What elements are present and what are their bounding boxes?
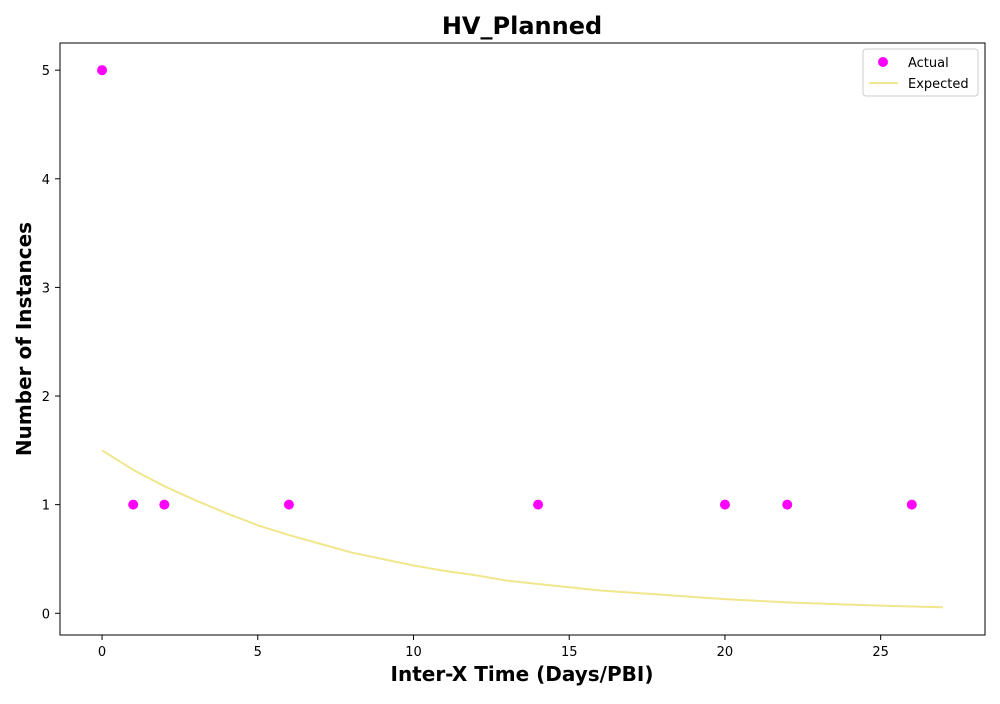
x-tick-label: 0 (98, 645, 106, 660)
series-line-expected (101, 449, 943, 609)
data-point-actual-1 (128, 499, 139, 510)
data-point-actual-6 (782, 499, 793, 510)
y-tick-label: 4 (42, 173, 50, 188)
data-point-actual-5 (719, 499, 730, 510)
legend: Actual Expected (862, 48, 979, 97)
chart-title: HV_Planned (442, 12, 602, 40)
y-tick-label: 5 (42, 64, 50, 79)
x-tick-label: 15 (561, 645, 578, 660)
y-tick-label: 2 (42, 390, 50, 405)
legend-label-expected: Expected (908, 77, 969, 92)
y-tick-label: 0 (42, 607, 50, 622)
legend-label-actual: Actual (908, 56, 949, 71)
data-point-actual-4 (533, 499, 544, 510)
axes-layer: 0 5 10 15 20 25 0 1 2 3 4 5 (42, 42, 986, 660)
legend-box (862, 48, 979, 97)
legend-swatch-actual (878, 57, 888, 67)
y-axis-label: Number of Instances (12, 222, 36, 456)
x-tick-label: 25 (872, 645, 889, 660)
data-point-actual-2 (159, 499, 170, 510)
plot-layer (97, 65, 943, 609)
x-tick-label: 10 (405, 645, 422, 660)
x-tick-label: 5 (254, 645, 262, 660)
x-axis-label: Inter-X Time (Days/PBI) (391, 662, 654, 686)
x-tick-label: 20 (717, 645, 734, 660)
y-tick-label: 1 (42, 499, 50, 514)
data-point-actual-0 (97, 65, 108, 76)
y-tick-label: 3 (42, 281, 50, 296)
plot-frame (59, 42, 986, 636)
data-point-actual-3 (283, 499, 294, 510)
data-point-actual-7 (906, 499, 917, 510)
